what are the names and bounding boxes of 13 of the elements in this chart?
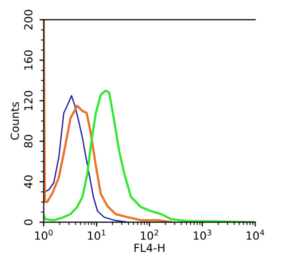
- y-tick-label: 200: [24, 10, 33, 30]
- y-tick-label: 120: [24, 90, 33, 110]
- y-tick-label: 80: [24, 134, 33, 148]
- y-tick-label: 40: [24, 175, 33, 188]
- y-tick-label: 160: [24, 50, 33, 70]
- x-tick-label: 10$^{0}$: [35, 230, 53, 240]
- x-axis-title: FL4-H: [134, 244, 164, 252]
- x-tick-label: 10$^{4}$: [246, 230, 264, 240]
- y-tick-label: 0: [24, 219, 33, 226]
- x-tick-label: 10$^{3}$: [194, 230, 212, 240]
- x-tick-label: 10$^{1}$: [88, 230, 106, 240]
- y-axis-title: Counts: [10, 102, 19, 140]
- x-tick-label: 10$^{2}$: [140, 230, 158, 240]
